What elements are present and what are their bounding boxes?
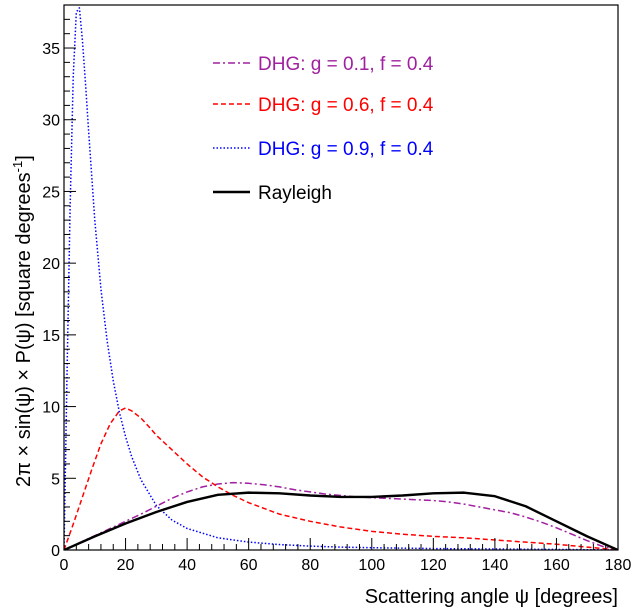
x-tick-label: 180 [605,557,632,574]
y-tick-label: 15 [42,328,60,345]
y-tick-label: 0 [51,543,60,560]
y-axis-title: 2π × sin(ψ) × P(ψ) [square degrees-1] [10,155,35,487]
legend-label-g06: DHG: g = 0.6, f = 0.4 [258,95,434,116]
legend-label-g01: DHG: g = 0.1, f = 0.4 [258,54,434,75]
series-line-2 [64,8,618,550]
x-axis-title: Scattering angle ψ [degrees] [365,586,618,608]
series-layer [64,8,618,550]
x-tick-label: 60 [240,557,258,574]
y-tick-label: 5 [51,471,60,488]
y-axis: 0 5 10 15 20 25 30 35 [42,5,76,560]
x-tick-label: 20 [117,557,135,574]
series-line-1 [64,408,618,550]
x-tick-label: 0 [60,557,69,574]
legend: DHG: g = 0.1, f = 0.4 DHG: g = 0.6, f = … [213,54,434,204]
x-tick-label: 120 [420,557,447,574]
x-tick-label: 100 [358,557,385,574]
x-axis: 0 20 40 60 80 100 120 140 160 180 [60,538,632,574]
y-axis-title-close: ] [13,155,35,161]
y-tick-label: 10 [42,400,60,417]
x-tick-label: 40 [178,557,196,574]
y-tick-label: 25 [42,184,60,201]
x-tick-label: 160 [543,557,570,574]
x-tick-label: 140 [482,557,509,574]
y-axis-title-superscript: -1 [10,161,25,173]
y-axis-title-main: 2π × sin(ψ) × P(ψ) [square degrees [13,172,35,487]
y-tick-label: 30 [42,113,60,130]
series-line-3 [64,493,618,550]
legend-label-rayleigh: Rayleigh [258,183,332,204]
y-tick-label: 20 [42,256,60,273]
plot-frame [64,5,618,550]
legend-label-g09: DHG: g = 0.9, f = 0.4 [258,139,434,160]
y-tick-label: 35 [42,41,60,58]
x-tick-label: 80 [301,557,319,574]
